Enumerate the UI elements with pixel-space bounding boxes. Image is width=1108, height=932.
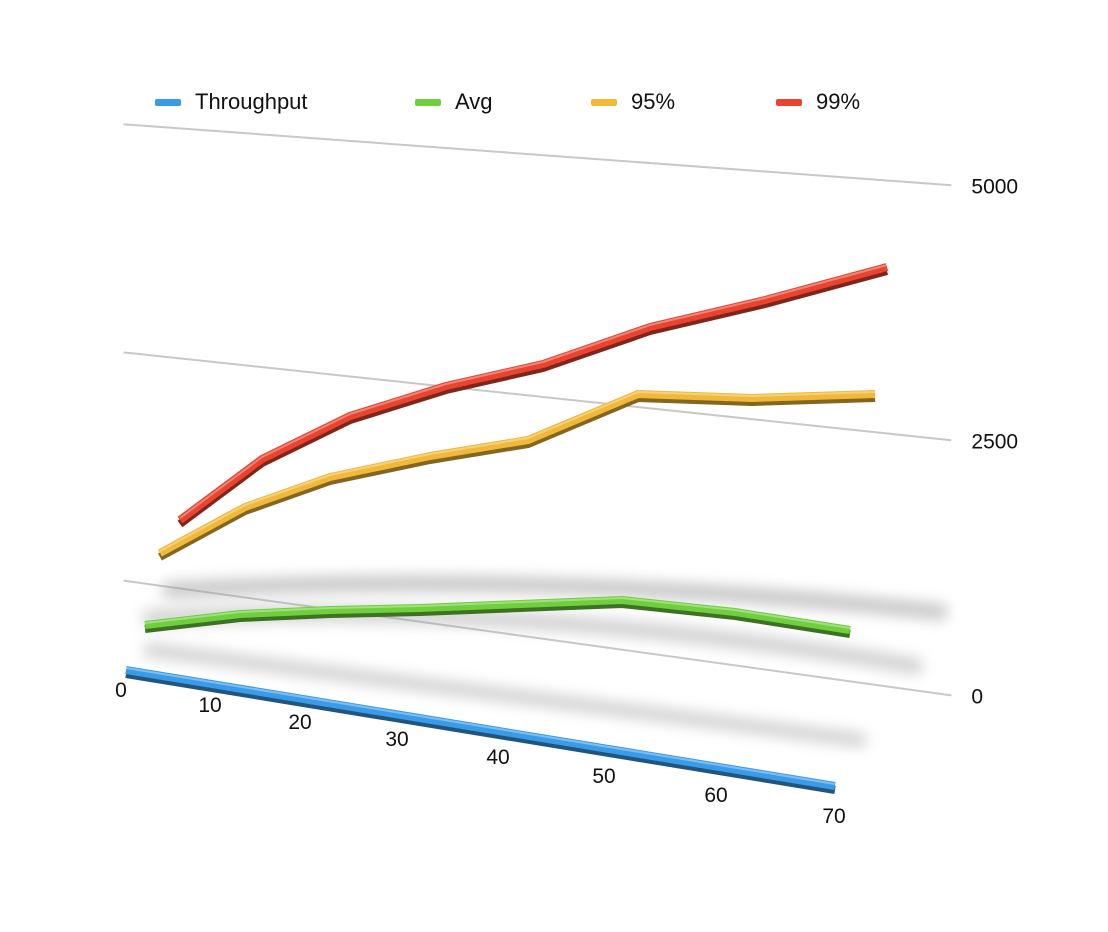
legend-item-avg: Avg xyxy=(415,84,493,120)
x-tick-40: 40 xyxy=(486,746,509,769)
y-tick-2500: 2500 xyxy=(971,430,1018,453)
series-95-line xyxy=(158,390,876,557)
x-tick-10: 10 xyxy=(198,694,221,717)
legend-item-99: 99% xyxy=(776,84,860,120)
point-99-0 xyxy=(179,519,181,521)
series-99-highlight xyxy=(179,264,888,519)
grid-line-5000 xyxy=(123,123,952,187)
x-tick-20: 20 xyxy=(288,711,311,734)
legend-swatch-99 xyxy=(776,98,802,106)
point-avg-5 xyxy=(621,599,623,601)
point-95-5 xyxy=(637,393,639,395)
point-avg-3 xyxy=(419,607,421,609)
series-layer xyxy=(125,263,889,794)
y-tick-5000: 5000 xyxy=(971,175,1018,198)
throughput-shadow xyxy=(143,643,867,747)
legend-item-95: 95% xyxy=(591,84,675,120)
legend: Throughput Avg 95% 99% xyxy=(0,84,1108,124)
point-99-6 xyxy=(764,299,766,301)
point-95-6 xyxy=(751,397,753,399)
point-avg-4 xyxy=(519,603,521,605)
series-throughput-highlight xyxy=(125,667,836,785)
tick-layer: 025005000750010000010203040506070 xyxy=(115,175,1018,828)
point-99-1 xyxy=(261,458,263,460)
point-99-5 xyxy=(649,326,651,328)
point-avg-0 xyxy=(144,624,146,626)
point-99-7 xyxy=(886,266,888,268)
series-95-edge xyxy=(158,394,876,561)
point-95-7 xyxy=(874,393,876,395)
x-tick-50: 50 xyxy=(592,765,615,788)
x-tick-30: 30 xyxy=(385,728,408,751)
series-avg-highlight xyxy=(144,597,851,629)
grid-line-0 xyxy=(123,579,952,697)
point-99-3 xyxy=(445,385,447,387)
series-99-line xyxy=(177,263,889,524)
point-throughput-1 xyxy=(834,785,836,787)
legend-swatch-throughput xyxy=(155,98,181,106)
point-95-2 xyxy=(329,476,331,478)
legend-swatch-avg xyxy=(415,98,441,106)
grid-layer xyxy=(123,123,952,697)
avg-shadow-back xyxy=(162,575,948,620)
point-95-0 xyxy=(159,552,161,554)
x-tick-60: 60 xyxy=(704,784,727,807)
x-tick-0: 0 xyxy=(115,679,127,702)
series-95-highlight xyxy=(159,391,876,552)
point-95-4 xyxy=(527,439,529,441)
point-95-1 xyxy=(244,506,246,508)
point-avg-6 xyxy=(734,611,736,613)
point-avg-2 xyxy=(329,609,331,611)
point-avg-1 xyxy=(239,613,241,615)
grid-line-2500 xyxy=(123,351,952,442)
point-avg-7 xyxy=(849,629,851,631)
legend-label-99: 99% xyxy=(816,89,861,114)
x-tick-70: 70 xyxy=(822,805,845,828)
y-tick-0: 0 xyxy=(971,685,983,708)
series-avg-line xyxy=(144,596,851,634)
legend-swatch-95 xyxy=(591,98,617,106)
point-99-2 xyxy=(349,415,351,417)
point-99-4 xyxy=(542,363,544,365)
legend-label-avg: Avg xyxy=(455,89,493,114)
legend-label-throughput: Throughput xyxy=(195,89,308,114)
point-throughput-0 xyxy=(125,669,127,671)
series-throughput-line xyxy=(125,666,836,790)
legend-item-throughput: Throughput xyxy=(155,84,308,120)
legend-label-95: 95% xyxy=(631,89,676,114)
point-95-3 xyxy=(429,455,431,457)
